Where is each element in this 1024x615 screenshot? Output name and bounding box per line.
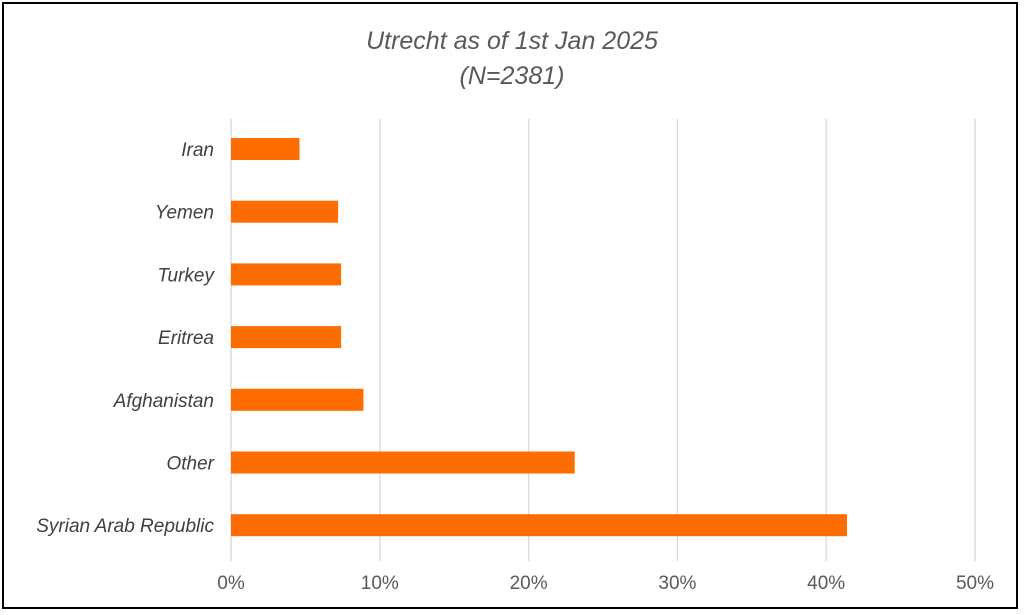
bar	[231, 326, 342, 349]
category-label: Yemen	[155, 203, 214, 224]
x-tick-label: 50%	[956, 573, 994, 594]
chart-frame: Utrecht as of 1st Jan 2025 (N=2381) Iran…	[2, 2, 1018, 609]
category-label: Iran	[181, 140, 214, 161]
chart-title: Utrecht as of 1st Jan 2025	[366, 27, 658, 55]
bars	[231, 138, 848, 537]
category-label: Eritrea	[158, 328, 214, 349]
x-tick-label: 30%	[658, 573, 696, 594]
category-label: Other	[166, 454, 214, 475]
category-labels: Iran Yemen Turkey Eritrea Afghanistan Other Sy…	[36, 140, 215, 537]
category-label: Turkey	[157, 265, 215, 286]
category-label: Syrian Arab Republic	[36, 516, 214, 537]
bar-chart: Utrecht as of 1st Jan 2025 (N=2381) Iran…	[36, 27, 994, 594]
category-label: Afghanistan	[113, 391, 214, 412]
gridlines	[230, 119, 976, 561]
bar	[231, 514, 848, 537]
x-tick-label: 20%	[510, 573, 548, 594]
x-tick-label: 0%	[217, 573, 245, 594]
bar	[231, 263, 342, 286]
x-tick-label: 40%	[807, 573, 845, 594]
chart-subtitle: (N=2381)	[460, 62, 565, 90]
x-tick-label: 10%	[361, 573, 399, 594]
bar	[231, 388, 364, 411]
x-axis-ticks: 0% 10% 20% 30% 40% 50%	[217, 573, 994, 594]
bar	[231, 138, 300, 160]
bar	[231, 200, 339, 223]
bar	[231, 451, 575, 474]
